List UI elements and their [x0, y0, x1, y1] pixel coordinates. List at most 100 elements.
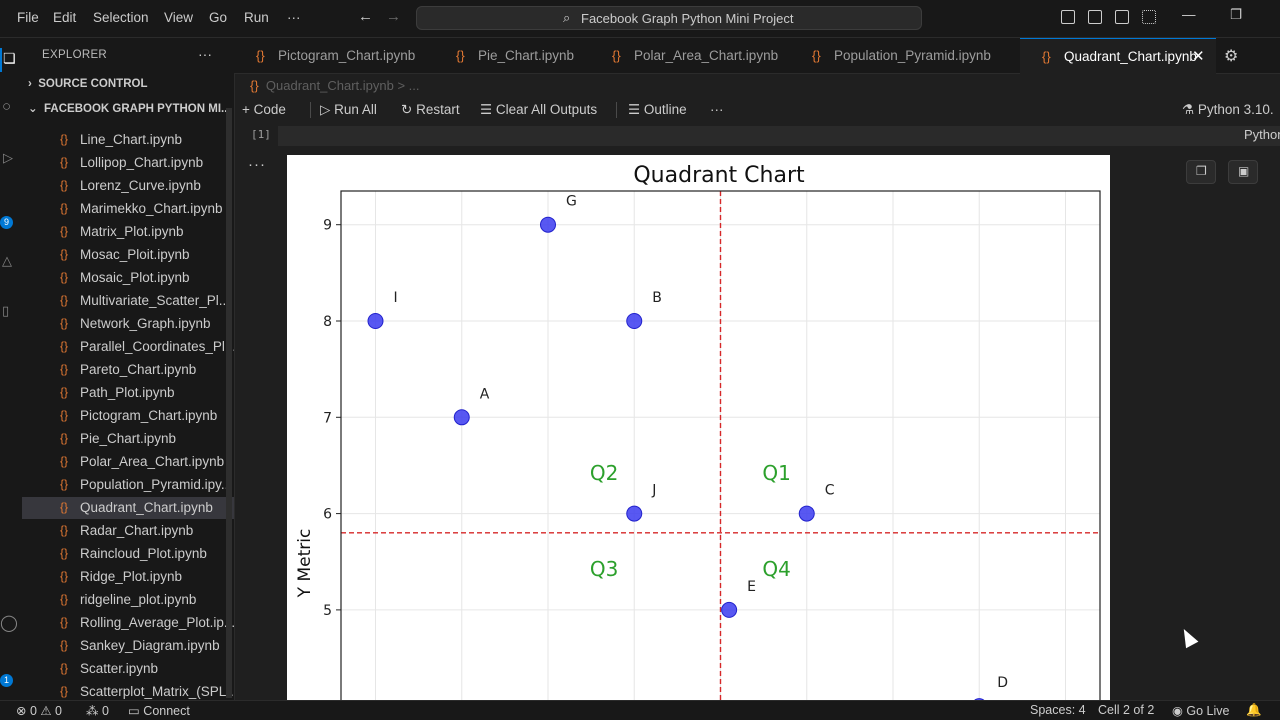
file-item[interactable]: {} ridgeline_plot.ipynb [22, 589, 234, 611]
notebook-file-icon: {} [60, 615, 69, 629]
cell-indicator[interactable]: Cell 2 of 2 [1098, 703, 1155, 717]
restart-button[interactable]: ↻ Restart [401, 102, 460, 118]
file-item[interactable]: {} Scatterplot_Matrix_(SPL... [22, 681, 234, 700]
connect-button[interactable]: ▭ Connect [128, 703, 190, 718]
file-item[interactable]: {} Scatter.ipynb [22, 658, 234, 680]
save-output-button[interactable]: ▣ [1228, 160, 1258, 184]
run-all-label: Run All [334, 102, 377, 117]
close-tab-icon[interactable]: ✕ [1192, 48, 1205, 65]
gear-icon[interactable]: ⚙ [1224, 48, 1239, 65]
point-label: B [652, 290, 662, 306]
problems-indicator[interactable]: ⊗ 0 ⚠ 0 [16, 704, 63, 718]
file-item[interactable]: {} Pie_Chart.ipynb [22, 428, 234, 450]
indentation-indicator[interactable]: Spaces: 4 [1030, 703, 1086, 717]
ports-indicator[interactable]: ⁂ 0 [86, 704, 109, 718]
restore-icon[interactable]: ❐ [1230, 7, 1243, 22]
tab-pictogram-chart[interactable]: {} Pictogram_Chart.ipynb [234, 38, 436, 73]
menu-file[interactable]: File [17, 10, 39, 25]
file-item[interactable]: {} Line_Chart.ipynb [22, 129, 234, 151]
toggle-panel-icon[interactable] [1088, 10, 1102, 24]
copy-output-button[interactable]: ❐ [1186, 160, 1216, 184]
data-point [721, 601, 738, 618]
file-item[interactable]: {} Matrix_Plot.ipynb [22, 221, 234, 243]
forward-arrow-icon[interactable]: → [386, 8, 401, 25]
toolbar-divider [310, 102, 311, 118]
toolbar-more-button[interactable]: ··· [710, 102, 724, 117]
data-point [626, 505, 643, 522]
tab-polar-area-chart[interactable]: {} Polar_Area_Chart.ipynb [590, 38, 790, 73]
file-name: Raincloud_Plot.ipynb [80, 546, 207, 561]
minimize-icon[interactable]: — [1182, 7, 1196, 22]
file-item[interactable]: {} Marimekko_Chart.ipynb [22, 198, 234, 220]
tab-quadrant-chart[interactable]: {} Quadrant_Chart.ipynb ✕ [1020, 38, 1216, 74]
file-item[interactable]: {} Mosaic_Plot.ipynb [22, 267, 234, 289]
run-all-button[interactable]: ▷ Run All [320, 102, 377, 118]
menu-more[interactable]: ··· [287, 10, 301, 25]
file-item[interactable]: {} Network_Graph.ipynb [22, 313, 234, 335]
file-item[interactable]: {} Multivariate_Scatter_Pl... [22, 290, 234, 312]
go-live-button[interactable]: ◉ Go Live [1172, 703, 1230, 718]
file-item[interactable]: {} Population_Pyramid.ipy... [22, 474, 234, 496]
back-arrow-icon[interactable]: ← [358, 8, 373, 25]
menu-run[interactable]: Run [244, 10, 269, 25]
command-center-search[interactable]: ⌕ Facebook Graph Python Mini Project [416, 6, 922, 30]
file-item[interactable]: {} Polar_Area_Chart.ipynb [22, 451, 234, 473]
file-item[interactable]: {} Quadrant_Chart.ipynb [22, 497, 234, 519]
file-item[interactable]: {} Path_Plot.ipynb [22, 382, 234, 404]
source-control-section[interactable]: › SOURCE CONTROL [28, 78, 147, 90]
explorer-more-button[interactable]: ··· [198, 46, 212, 62]
file-name: Population_Pyramid.ipy... [80, 477, 233, 492]
toggle-secondary-sidebar-icon[interactable] [1115, 10, 1129, 24]
search-view-icon[interactable]: ○ [2, 98, 12, 115]
breadcrumb[interactable]: {} Quadrant_Chart.ipynb > ... [250, 78, 419, 93]
kernel-picker[interactable]: ⚗ Python 3.10. [1182, 102, 1274, 118]
notebook-icon: {} [612, 48, 621, 63]
run-debug-icon[interactable]: ▷ [3, 150, 13, 165]
activity-bar: ❏ ○ ▷ 9 △ ▯ ◯ 1 [0, 38, 22, 700]
notebook-file-icon: {} [60, 385, 69, 399]
tab-pie-chart[interactable]: {} Pie_Chart.ipynb [434, 38, 588, 73]
file-item[interactable]: {} Rolling_Average_Plot.ip... [22, 612, 234, 634]
notifications-bell-icon[interactable]: 🔔 [1246, 703, 1262, 717]
toggle-primary-sidebar-icon[interactable] [1061, 10, 1075, 24]
customize-layout-icon[interactable] [1142, 10, 1156, 24]
file-item[interactable]: {} Raincloud_Plot.ipynb [22, 543, 234, 565]
testing-icon[interactable]: △ [2, 253, 12, 268]
file-item[interactable]: {} Ridge_Plot.ipynb [22, 566, 234, 588]
menu-edit[interactable]: Edit [53, 10, 77, 25]
point-label: I [394, 290, 398, 306]
project-folder-section[interactable]: ⌄ FACEBOOK GRAPH PYTHON MI... [28, 101, 231, 115]
point-label: C [825, 483, 835, 499]
broadcast-icon: ◉ [1172, 704, 1183, 718]
quadrant-label: Q1 [762, 461, 790, 485]
menu-selection[interactable]: Selection [93, 10, 149, 25]
remote-explorer-icon[interactable]: ▯ [2, 303, 10, 318]
tab-population-pyramid[interactable]: {} Population_Pyramid.ipynb [790, 38, 1014, 73]
file-item[interactable]: {} Sankey_Diagram.ipynb [22, 635, 234, 657]
cell-output-menu[interactable]: ··· [248, 156, 266, 173]
tab-label: Polar_Area_Chart.ipynb [634, 48, 779, 63]
file-item[interactable]: {} Radar_Chart.ipynb [22, 520, 234, 542]
notebook-file-icon: {} [60, 684, 69, 698]
file-item[interactable]: {} Pareto_Chart.ipynb [22, 359, 234, 381]
account-icon[interactable]: ◯ [0, 615, 18, 632]
title-bar: File Edit Selection View Go Run ··· ← → … [0, 0, 1280, 38]
file-item[interactable]: {} Mosac_Ploit.ipynb [22, 244, 234, 266]
add-code-button[interactable]: + Code [242, 102, 286, 117]
outline-button[interactable]: ☰ Outline [628, 102, 687, 118]
plus-icon: + [242, 102, 250, 117]
file-item[interactable]: {} Lollipop_Chart.ipynb [22, 152, 234, 174]
sidebar-scrollbar[interactable] [226, 108, 232, 698]
menu-go[interactable]: Go [209, 10, 228, 25]
data-point [798, 505, 815, 522]
cell-status-bar [278, 126, 1280, 146]
clear-outputs-button[interactable]: ☰ Clear All Outputs [480, 102, 597, 118]
menu-view[interactable]: View [164, 10, 194, 25]
file-name: Pictogram_Chart.ipynb [80, 408, 218, 423]
file-item[interactable]: {} Lorenz_Curve.ipynb [22, 175, 234, 197]
explorer-icon[interactable]: ❏ [3, 50, 16, 66]
file-item[interactable]: {} Parallel_Coordinates_Pl... [22, 336, 234, 358]
cell-language-label[interactable]: Python [1244, 127, 1280, 142]
file-item[interactable]: {} Pictogram_Chart.ipynb [22, 405, 234, 427]
